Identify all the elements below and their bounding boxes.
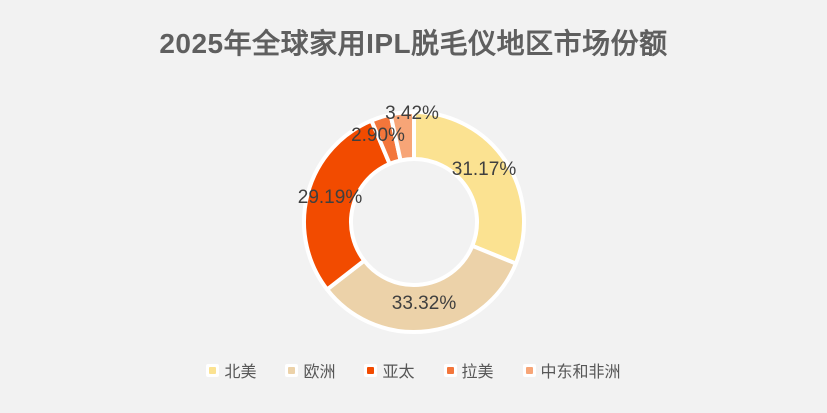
legend-swatch-icon [285,363,299,377]
legend-label: 欧洲 [303,364,336,381]
legend-item-asia-pacific[interactable]: 亚太 [364,358,415,382]
legend-swatch-icon [443,363,457,377]
pie-slice-europe[interactable] [325,243,518,334]
pie-slice-asia-pacific[interactable] [302,118,392,292]
legend-label: 北美 [224,364,257,381]
legend-label: 拉美 [461,364,494,381]
legend-swatch-icon [522,363,536,377]
legend-swatch-icon [364,363,378,377]
chart-title: 2025年全球家用IPL脱毛仪地区市场份额 [159,28,668,59]
legend-item-north-america[interactable]: 北美 [206,358,256,382]
legend-label: 亚太 [382,364,415,381]
legend-item-middle-east-africa[interactable]: 中东和非洲 [522,358,621,382]
legend-item-europe[interactable]: 欧洲 [285,358,335,382]
pie-slice-middle-east-africa[interactable] [388,110,416,163]
legend-label: 中东和非洲 [540,364,621,381]
legend-item-latin-america[interactable]: 拉美 [443,358,494,382]
pie-slice-north-america[interactable] [412,110,526,266]
legend: 北美 欧洲 亚太 拉美 中东和非洲 [0,358,827,382]
legend-swatch-icon [206,363,220,377]
